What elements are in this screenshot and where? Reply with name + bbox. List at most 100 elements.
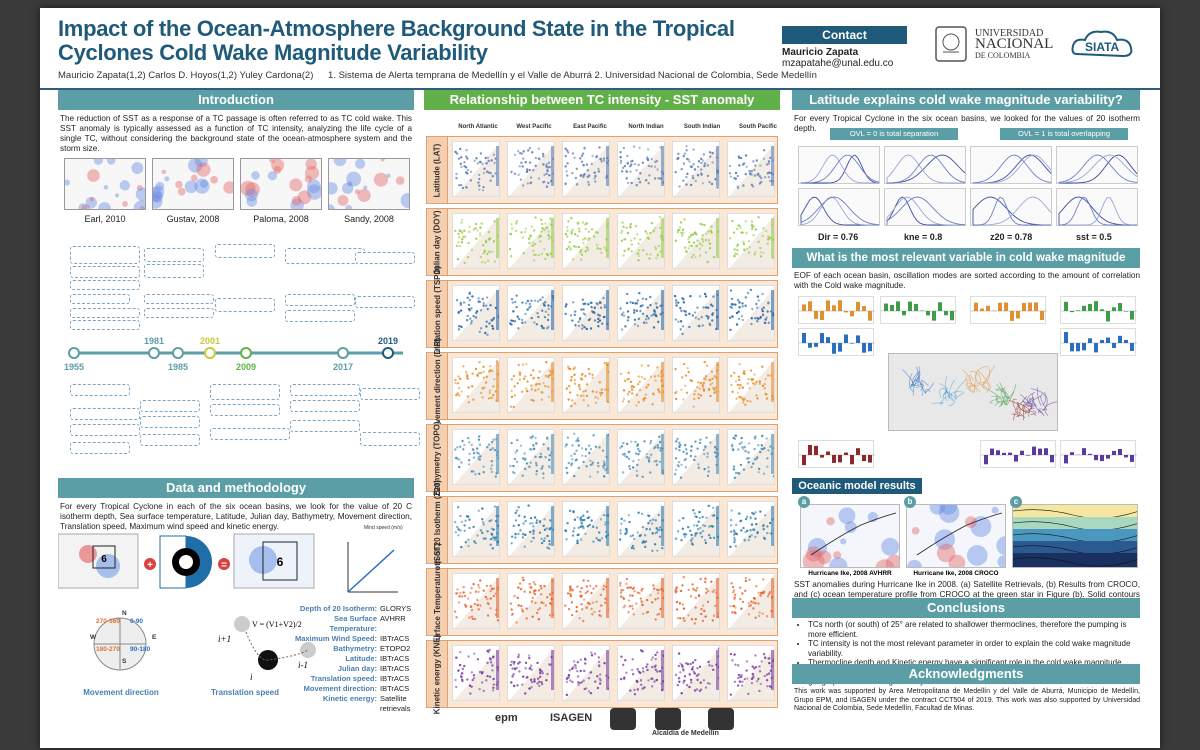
timeline-note [70,308,140,318]
timeline-note [360,388,420,400]
scatter-cell [672,213,720,269]
sponsor-logo: epm [495,712,518,724]
unal-l2: NACIONAL [975,36,1054,52]
scatter-cell [727,213,775,269]
svg-text:6: 6 [277,555,284,569]
ovl-plot [1056,188,1138,226]
data-source-name: IBTrACS [380,684,410,693]
relevant-title: What is the most relevant variable in co… [792,248,1140,284]
timeline-note [210,384,280,400]
medellin-logo-icon [708,708,734,730]
row-label-text: Latitude (LAT) [432,143,442,197]
row-background [448,496,778,564]
poster-title: Impact of the Ocean-Atmosphere Backgroun… [58,16,735,65]
data-source-var: Julian day: [337,664,377,673]
basin-header: South Pacific [738,124,777,130]
scatter-cell [507,645,555,701]
scatter-cell [672,285,720,341]
timeline-note [355,252,415,264]
unal-l1: UNIVERSIDAD [975,28,1044,39]
scatter-cell [727,141,775,197]
scatter-cell [507,573,555,629]
data-source-var: Sea Surface Temperature: [329,614,377,633]
row-background [448,640,778,708]
intro-map [240,158,322,210]
scatter-cell [562,285,610,341]
timeline-note [144,264,204,278]
panel-tag: c [1010,496,1022,508]
scatter-cell [617,141,665,197]
eof-bars [1060,440,1137,468]
timeline-year: 1981 [144,336,164,346]
ovl-value-label: kne = 0.8 [904,232,943,242]
scatter-cell [452,357,500,413]
timeline-note [70,280,140,290]
authors: Mauricio Zapata(1,2) Carlos D. Hoyos(1,2… [58,70,314,81]
timeline-note [70,408,140,420]
timeline-note [285,294,355,306]
timeline-year: 1985 [168,362,188,372]
relationship-title: Relationship between TC intensity - SST … [424,90,780,110]
data-source-row: Depth of 20 Isotherm: GLORYS [290,604,420,614]
eof-bars [970,296,1047,324]
data-source-var: Depth of 20 Isotherm: [299,604,377,613]
data-source-var: Bathymetry: [333,644,377,653]
scatter-cell [507,141,555,197]
time-step-label: i+1 [218,634,232,644]
timeline-note [70,384,130,396]
eof-bars [880,296,957,324]
intro-map-caption: Sandy, 2008 [344,214,394,224]
timeline-note [70,424,140,436]
timeline-note [215,244,275,258]
ovl-plot [1056,146,1138,184]
data-source-row: Translation speed: IBTrACS [290,674,420,684]
timeline-note [215,298,275,312]
intro-map [64,158,146,210]
timeline-year: 2001 [200,336,220,346]
timeline-year: 2017 [333,362,353,372]
scatter-cell [672,573,720,629]
scatter-cell [617,501,665,557]
timeline-note [70,294,130,304]
scatter-cell [562,501,610,557]
scatter-cell [672,501,720,557]
svg-text:+: + [147,560,153,571]
timeline-node [382,347,394,359]
model-title: Oceanic model results [792,478,922,494]
direction-label: E [152,634,157,641]
ovl-plot [798,146,880,184]
row-label: Depth of 20 Isotherm (Z20) [426,480,448,580]
scatter-cell [727,429,775,485]
direction-label: S [122,658,127,665]
latitude-text: For every Tropical Cyclone in the six oc… [794,114,1140,133]
contact-email[interactable]: mzapatahe@unal.edu.co [782,58,894,69]
data-source-name: ETOPO2 [380,644,411,653]
scatter-cell [617,213,665,269]
scatter-cell [562,573,610,629]
data-source-var: Translation speed: [310,674,377,683]
scatter-cell [562,429,610,485]
data-source-var: Kinetic energy: [322,694,377,703]
intro-text: The reduction of SST as a response of a … [60,114,412,153]
scatter-cell [617,645,665,701]
time-step-label: i-1 [298,660,308,670]
scatter-cell [452,645,500,701]
timeline-year: 2009 [236,362,256,372]
ovl-plot [970,146,1052,184]
row-label-text: Julian day (DOY) [432,209,442,275]
area-logo-icon [655,708,681,730]
scatter-cell [562,357,610,413]
caption-direction: Movement direction [83,688,159,697]
row-label-text: Movement direction (DIR) [432,337,442,435]
row-background [448,568,778,636]
timeline-note [70,266,140,278]
eof-bars [798,440,875,468]
ovl-value-label: Dir = 0.76 [818,232,859,242]
siata-cloud-icon: SIATA [1071,30,1133,58]
data-source-name: IBTrACS [380,664,410,673]
plus-icon [144,558,156,570]
row-label: Latitude (LAT) [426,136,448,204]
equals-icon [218,558,230,570]
row-background [448,352,778,420]
data-source-row: Bathymetry: ETOPO2 [290,644,420,654]
